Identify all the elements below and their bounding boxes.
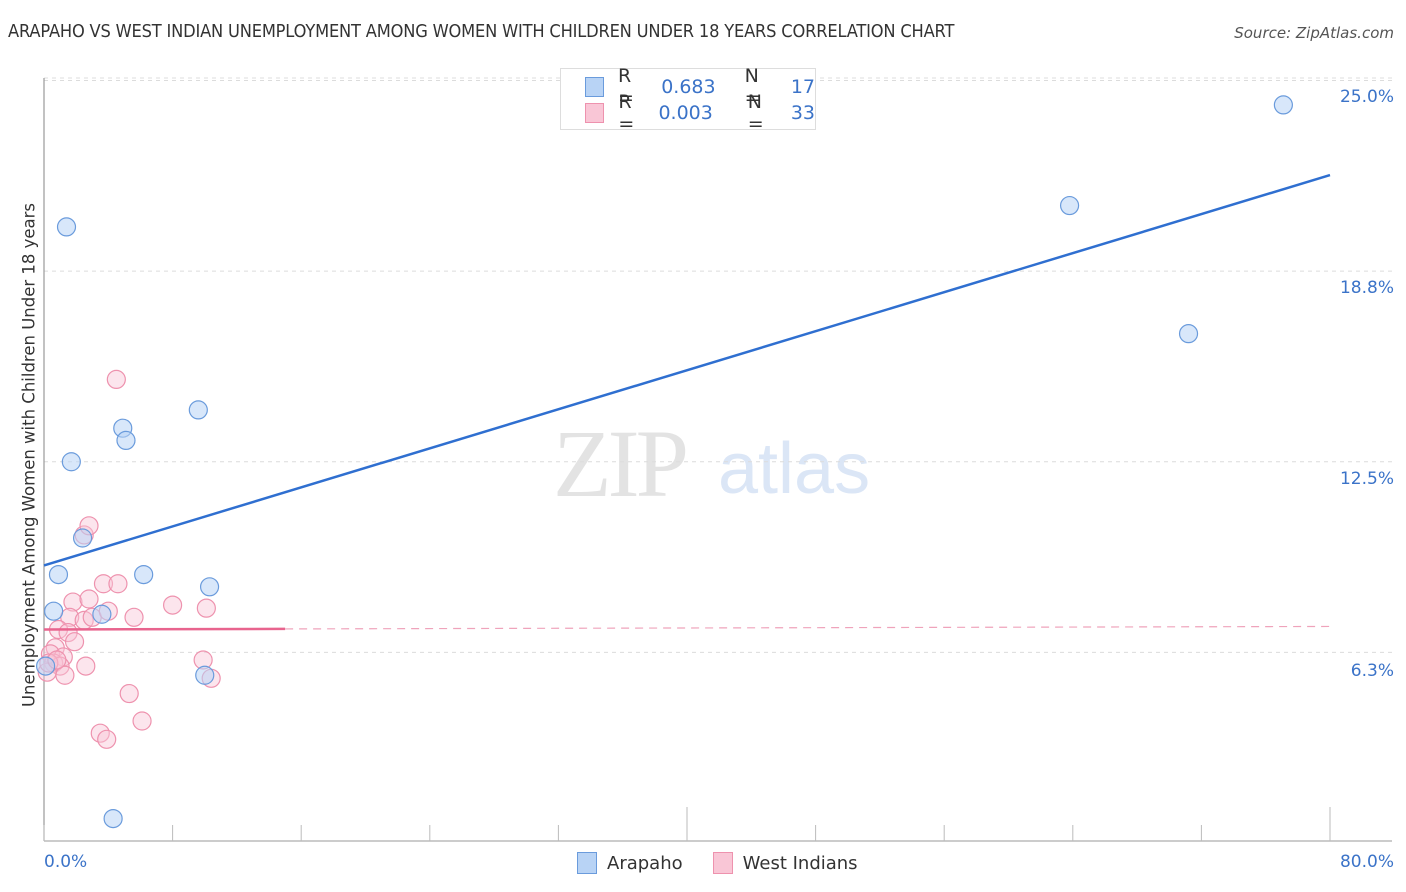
y-tick-18-8: 18.8% bbox=[1339, 278, 1394, 298]
chart-title: ARAPAHO VS WEST INDIAN UNEMPLOYMENT AMON… bbox=[8, 22, 955, 42]
x-tick-0: 0.0% bbox=[44, 852, 88, 872]
arapaho-point bbox=[199, 577, 220, 597]
arapaho-swatch bbox=[577, 852, 597, 874]
n-value: 33 bbox=[790, 102, 815, 124]
r-label: R = bbox=[618, 91, 635, 135]
legend-item-west-indians[interactable]: West Indians bbox=[712, 852, 858, 874]
arapaho-point bbox=[134, 564, 154, 585]
legend-row-west-indians: R = 0.003 N = 33 bbox=[585, 91, 815, 135]
west-indians-point bbox=[63, 592, 83, 612]
arapaho-point bbox=[61, 452, 81, 472]
legend-row-arapaho: R = 0.683 N = 17 bbox=[585, 65, 815, 109]
arapaho-point bbox=[116, 430, 136, 450]
watermark-atlas: atlas bbox=[718, 429, 871, 509]
west-indians-point bbox=[64, 632, 85, 652]
west-indians-point bbox=[106, 369, 126, 389]
west-indians-point bbox=[93, 574, 114, 594]
y-tick-6-3: 6.3% bbox=[1350, 661, 1394, 681]
watermark-zip: ZIP bbox=[553, 410, 689, 517]
arapaho-point bbox=[56, 217, 77, 237]
arapaho-point bbox=[188, 400, 208, 420]
arapaho-point bbox=[195, 665, 215, 685]
west-indians-point bbox=[97, 729, 117, 749]
arapaho-point bbox=[36, 656, 56, 676]
series-legend: Arapaho West Indians bbox=[577, 852, 888, 874]
west-indians-trend-extension bbox=[285, 625, 1331, 630]
correlation-legend: R = 0.683 N = 17 R = 0.003 N = 33 bbox=[560, 65, 816, 135]
west-indians-point bbox=[132, 711, 152, 731]
n-value: 17 bbox=[790, 76, 815, 98]
west-indians-point bbox=[76, 656, 96, 676]
west-indians-point bbox=[163, 595, 183, 615]
arapaho-point bbox=[72, 528, 93, 548]
arapaho-point bbox=[48, 564, 69, 585]
r-value: 0.003 bbox=[658, 102, 713, 124]
r-value: 0.683 bbox=[661, 76, 716, 98]
y-axis-label: Unemployment Among Women with Children U… bbox=[19, 202, 39, 708]
arapaho-point bbox=[1273, 95, 1293, 115]
legend-item-arapaho[interactable]: Arapaho bbox=[577, 852, 683, 874]
n-label: N = bbox=[747, 91, 764, 135]
west-indians-point bbox=[196, 598, 216, 618]
west-indians-point bbox=[79, 589, 99, 609]
west-indians-trend-line bbox=[43, 627, 286, 631]
arapaho-point bbox=[103, 808, 123, 829]
legend-label: West Indians bbox=[742, 852, 858, 874]
x-tick-80: 80.0% bbox=[1339, 852, 1394, 872]
y-tick-12-5: 12.5% bbox=[1339, 469, 1394, 489]
y-tick-25: 25.0% bbox=[1339, 87, 1394, 107]
west-indians-point bbox=[119, 683, 139, 704]
arapaho-point bbox=[1178, 324, 1199, 344]
n-label: N = bbox=[744, 65, 761, 109]
west-indians-point bbox=[124, 607, 144, 627]
source-attribution: Source: ZipAtlas.com bbox=[1234, 24, 1394, 42]
arapaho-swatch bbox=[585, 77, 604, 97]
arapaho-point bbox=[44, 601, 64, 621]
arapaho-point bbox=[92, 604, 112, 624]
west-indians-swatch bbox=[585, 103, 605, 123]
arapaho-trend-line bbox=[43, 173, 1331, 567]
arapaho-point bbox=[1059, 195, 1080, 216]
west-indians-swatch bbox=[712, 852, 733, 874]
r-label: R = bbox=[617, 65, 634, 109]
west-indians-point bbox=[55, 665, 75, 685]
legend-label: Arapaho bbox=[607, 852, 683, 874]
west-indians-point bbox=[108, 574, 128, 594]
